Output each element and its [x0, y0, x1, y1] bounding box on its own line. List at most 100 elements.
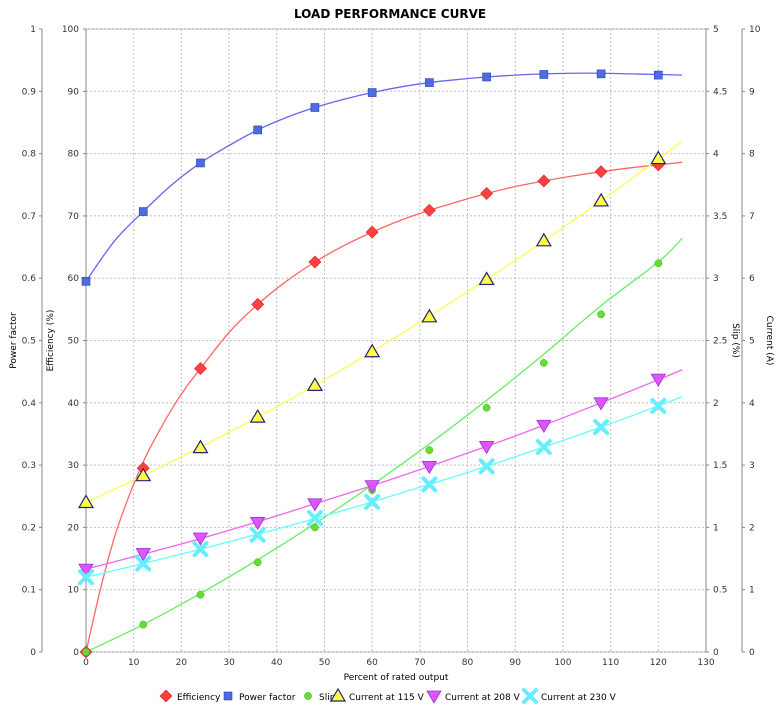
slip-markers — [82, 259, 663, 656]
current-tick-label: 2 — [749, 523, 755, 533]
current-at-208-v-point — [135, 548, 151, 562]
efficiency-tick-label: 30 — [68, 461, 80, 471]
slip-point — [597, 310, 605, 319]
current-at-230-v-point — [78, 569, 94, 586]
current-at-208-v-point — [593, 397, 609, 411]
current-at-115-v-point — [249, 408, 266, 423]
power-factor-tick-label: 0.9 — [22, 87, 37, 97]
current-at-230-v-point — [192, 541, 209, 558]
x-tick-label: 80 — [462, 658, 474, 668]
efficiency-point — [194, 362, 207, 375]
x-axis-label: Percent of rated output — [344, 673, 449, 683]
power-factor-tick-label: 0.1 — [22, 586, 36, 596]
slip-point — [425, 446, 434, 454]
legend-marker-current-at-115-v — [329, 687, 347, 702]
efficiency-tick-label: 40 — [68, 399, 80, 409]
power-factor-axis-title: Power factor — [9, 312, 19, 369]
current-at-208-v-point — [536, 419, 552, 434]
current-at-208-v-point — [78, 563, 94, 577]
current-tick-label: 10 — [749, 25, 761, 35]
current-tick-label: 8 — [749, 150, 755, 160]
current-at-208-v-point — [249, 517, 266, 531]
efficiency-point — [365, 225, 379, 239]
efficiency-tick-label: 20 — [68, 523, 80, 533]
power-factor-tick-label: 0.4 — [22, 399, 37, 409]
power-factor-tick-label: 0.5 — [22, 337, 36, 347]
legend-marker-power-factor — [223, 691, 233, 701]
slip-point — [482, 403, 491, 412]
legend-item-current-at-115-v: Current at 115 V — [329, 687, 425, 703]
current-axis-title: Current (A) — [764, 316, 774, 366]
slip-point — [139, 620, 148, 629]
legend-item-power-factor: Power factor — [223, 691, 296, 703]
legend-item-current-at-208-v: Current at 208 V — [426, 690, 521, 704]
x-tick-label: 60 — [366, 658, 378, 668]
current-at-115-v-point — [77, 494, 95, 509]
current-at-115-v-point — [535, 232, 552, 247]
power-factor-tick-label: 0 — [30, 648, 36, 658]
current-at-230-v-point — [478, 458, 495, 475]
slip-point — [539, 359, 548, 367]
x-tick-label: 120 — [650, 658, 667, 668]
current-at-115-v-point — [364, 343, 381, 358]
x-tick-label: 100 — [554, 658, 571, 668]
current-at-115-v-point — [650, 150, 667, 165]
power-factor-point — [654, 70, 663, 80]
power-factor-tick-label: 0.3 — [22, 461, 36, 471]
legend-marker-slip — [304, 692, 312, 700]
legend-marker-current-at-208-v — [426, 690, 442, 704]
power-factor-curve — [85, 72, 683, 282]
legend-item-slip: Slip — [304, 692, 336, 703]
x-tick-label: 0 — [83, 658, 89, 668]
slip-tick-label: 0 — [713, 648, 719, 658]
slip-tick-label: 5 — [713, 25, 719, 35]
efficiency-tick-label: 80 — [68, 150, 80, 160]
legend-label-efficiency: Efficiency — [177, 693, 221, 703]
current-at-230-v-point — [593, 419, 610, 436]
current-at-230-v-point — [306, 510, 323, 527]
power-factor-point — [253, 125, 262, 135]
slip-tick-label: 1.5 — [713, 461, 727, 471]
current-at-115-v-markers — [77, 150, 667, 509]
current-at-230-v-curve — [85, 395, 683, 578]
chart-legend: Efficiency Power factor Slip Current at 115… — [159, 687, 617, 704]
power-factor-point — [196, 158, 205, 168]
current-tick-label: 4 — [749, 399, 755, 409]
plot-area — [85, 28, 707, 653]
efficiency-tick-label: 60 — [68, 274, 80, 284]
axes: 0 10 20 30 40 50 60 70 80 90 100 110 120 13000.10.20.… — [9, 25, 774, 668]
slip-point — [82, 648, 90, 656]
x-tick-label: 70 — [414, 658, 426, 668]
x-tick-label: 110 — [602, 658, 619, 668]
series-layer — [77, 69, 683, 659]
slip-tick-label: 1 — [713, 523, 719, 533]
x-tick-label: 30 — [223, 658, 235, 668]
current-at-230-v-point — [650, 397, 667, 414]
legend-label-slip: Slip — [319, 693, 336, 703]
current-tick-label: 1 — [749, 586, 755, 596]
power-factor-point — [425, 78, 434, 87]
current-at-230-v-markers — [78, 397, 667, 586]
efficiency-markers — [79, 158, 665, 659]
power-factor-tick-label: 0.7 — [22, 212, 36, 222]
current-at-115-v-point — [593, 192, 610, 207]
legend-item-efficiency: Efficiency — [159, 689, 221, 703]
legend-label-current-at-115-v: Current at 115 V — [349, 693, 425, 703]
efficiency-point — [594, 165, 608, 179]
efficiency-curve — [85, 161, 683, 653]
efficiency-point — [308, 255, 322, 269]
power-factor-tick-label: 1 — [30, 25, 36, 35]
current-at-230-v-point — [535, 439, 552, 456]
power-factor-point — [367, 88, 377, 97]
slip-point — [311, 523, 319, 532]
current-at-230-v-point — [249, 526, 266, 543]
slip-tick-label: 2.5 — [713, 337, 727, 347]
current-at-115-v-point — [306, 377, 323, 391]
current-at-230-v-point — [364, 493, 381, 510]
slip-tick-label: 0.5 — [713, 586, 727, 596]
efficiency-point — [251, 297, 265, 311]
power-factor-point — [482, 72, 491, 82]
efficiency-point — [480, 187, 494, 200]
efficiency-axis-title: Efficiency (%) — [46, 310, 56, 372]
